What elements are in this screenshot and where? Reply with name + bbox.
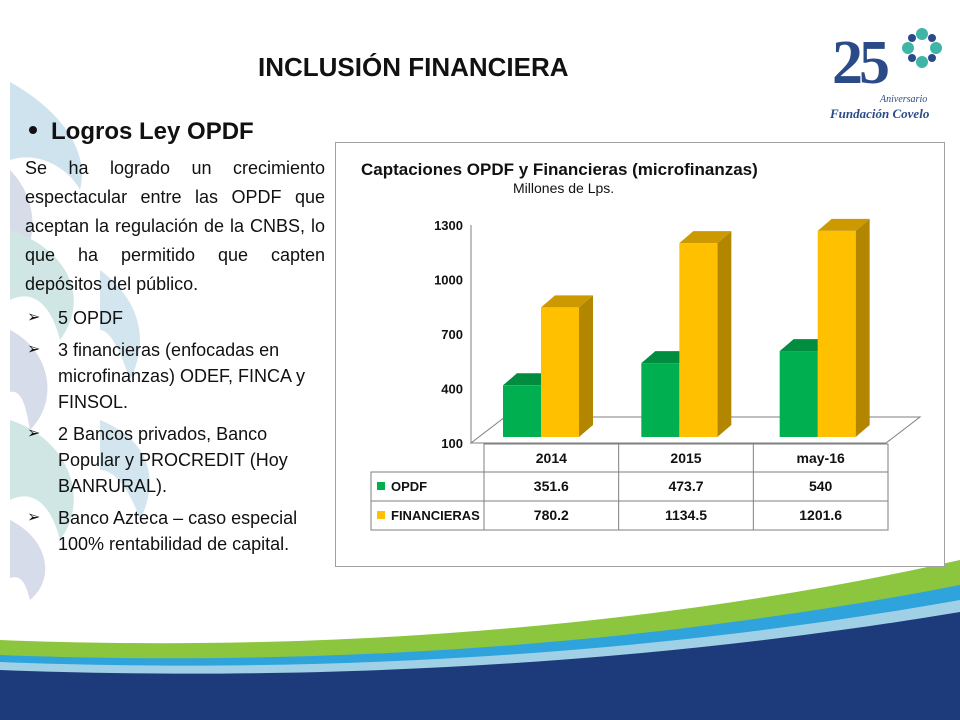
flower-logo-icon <box>902 28 942 68</box>
list-item-text: 5 OPDF <box>58 308 124 328</box>
content-heading: Logros Ley OPDF <box>29 118 325 146</box>
bar <box>817 230 856 437</box>
list-item: ➢ Banco Azteca – caso especial 100% rent… <box>25 505 325 557</box>
list-item-text: 3 financieras (enfocadas en microfinanza… <box>58 340 306 412</box>
data-label: 351.6 <box>534 478 569 494</box>
bar-top <box>541 295 593 308</box>
data-label: 1134.5 <box>665 507 707 523</box>
legend-swatch <box>377 511 385 519</box>
data-label: 780.2 <box>534 507 569 523</box>
logo-number: 25 <box>832 29 890 97</box>
bar <box>679 243 718 437</box>
chart-plot: 100 400 700 1000 1300 <box>434 218 922 451</box>
logo-subtitle: Aniversario <box>880 94 928 105</box>
list-item: ➢ 2 Bancos privados, Banco Popular y PRO… <box>25 421 325 499</box>
x-category-label: 2014 <box>536 450 567 466</box>
data-label: 540 <box>809 478 833 494</box>
legend-label: FINANCIERAS <box>391 508 480 523</box>
chart-data-table: 2014 2015 may-16 OPDF 351.6 473.7 540 FINANCIER… <box>370 443 889 531</box>
logo: 25 Aniversario Fundación Covelo <box>824 22 948 122</box>
chart-title: Captaciones OPDF y Financieras (microfin… <box>361 160 758 179</box>
y-tick-label: 700 <box>441 327 463 342</box>
bar <box>641 363 680 437</box>
content-heading-text: Logros Ley OPDF <box>51 118 254 145</box>
bar-top <box>679 231 732 244</box>
bullet-dot-icon <box>29 125 37 134</box>
arrow-bullet-icon: ➢ <box>27 341 41 358</box>
legend-swatch <box>377 482 385 490</box>
legend-label: OPDF <box>391 479 427 494</box>
list-item-text: 2 Bancos privados, Banco Popular y PROCR… <box>58 424 288 496</box>
data-label: 473.7 <box>668 478 703 494</box>
content-area: Logros Ley OPDF Se ha logrado un crecimi… <box>25 118 325 563</box>
slide-title: INCLUSIÓN FINANCIERA <box>258 52 569 82</box>
chart-subtitle: Millones de Lps. <box>513 180 614 196</box>
data-label: 1201.6 <box>799 507 842 523</box>
y-tick-label: 1000 <box>434 273 463 288</box>
list-item: ➢ 5 OPDF <box>25 305 325 331</box>
bar <box>541 307 579 437</box>
arrow-bullet-icon: ➢ <box>27 309 41 326</box>
y-tick-label: 1300 <box>434 218 463 233</box>
bar-side <box>579 295 593 437</box>
content-paragraph: Se ha logrado un crecimiento espectacula… <box>25 158 325 294</box>
y-tick-label: 100 <box>441 436 463 451</box>
arrow-bullet-icon: ➢ <box>27 425 41 442</box>
bar <box>503 385 541 437</box>
bar-side <box>855 218 870 437</box>
logo-name: Fundación Covelo <box>830 106 930 121</box>
y-tick-label: 400 <box>441 382 463 397</box>
x-category-label: may-16 <box>797 450 845 466</box>
arrow-bullet-icon: ➢ <box>27 509 41 526</box>
bar-top <box>817 218 870 231</box>
table-header-row <box>483 443 889 473</box>
bar <box>779 351 818 437</box>
chart-container: Captaciones OPDF y Financieras (microfin… <box>335 142 945 567</box>
bar-side <box>717 231 732 437</box>
list-item-text: Banco Azteca – caso especial 100% rentab… <box>58 508 298 554</box>
list-item: ➢ 3 financieras (enfocadas en microfinan… <box>25 337 325 415</box>
bar-chart: Captaciones OPDF y Financieras (microfin… <box>361 160 922 531</box>
x-category-label: 2015 <box>670 450 701 466</box>
